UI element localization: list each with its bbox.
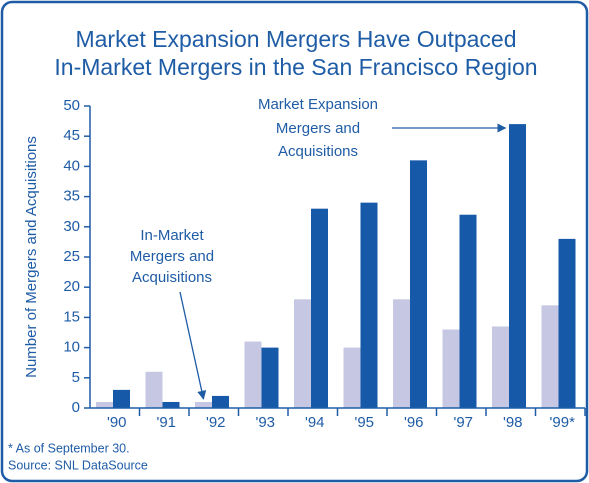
y-tick-label: 45 (63, 127, 80, 144)
bar (509, 124, 526, 409)
bar (261, 347, 279, 408)
y-tick-label: 10 (63, 339, 80, 356)
chart-title: In-Market Mergers in the San Francisco R… (54, 54, 537, 80)
y-tick-label: 15 (63, 308, 80, 325)
bar (459, 214, 477, 408)
bar (212, 395, 229, 408)
bar (195, 401, 212, 408)
y-tick-label: 35 (63, 188, 80, 205)
footnote: Source: SNL DataSource (8, 458, 148, 472)
bar (113, 389, 130, 408)
x-tick-label: '92 (206, 414, 226, 431)
bar (492, 326, 509, 408)
y-axis-label: Number of Mergers and Acquisitions (23, 136, 40, 378)
bar (145, 371, 163, 408)
bar (558, 238, 576, 408)
y-tick-label: 20 (63, 278, 80, 295)
footnote: * As of September 30. (8, 441, 130, 455)
annotation: Mergers and (276, 120, 360, 137)
bar (360, 202, 378, 408)
annotation: Market Expansion (258, 96, 378, 113)
bar (162, 401, 180, 408)
x-tick-label: '94 (305, 414, 325, 431)
bar (442, 329, 460, 408)
y-tick-label: 5 (72, 369, 80, 386)
y-tick-label: 30 (63, 218, 80, 235)
x-tick-label: '91 (156, 414, 176, 431)
x-tick-label: '97 (453, 414, 473, 431)
bar (96, 401, 113, 408)
y-tick-label: 50 (63, 97, 80, 114)
x-tick-label: '95 (354, 414, 374, 431)
arrow (179, 291, 207, 400)
bar (393, 299, 410, 408)
x-tick-label: '90 (107, 414, 127, 431)
bar (244, 341, 262, 408)
annotation: Acquisitions (278, 143, 358, 160)
annotation: In-Market (140, 227, 204, 244)
y-tick-label: 0 (72, 399, 80, 416)
annotation: Mergers and (130, 248, 214, 265)
x-tick-label: '98 (503, 414, 523, 431)
x-tick-label: '96 (404, 414, 424, 431)
annotation: Acquisitions (132, 269, 212, 286)
y-tick-label: 25 (63, 248, 80, 265)
y-tick-label: 40 (63, 157, 80, 174)
bar (294, 299, 311, 408)
x-tick-label: '99* (550, 414, 576, 431)
chart-title: Market Expansion Mergers Have Outpaced (75, 26, 516, 52)
bar (343, 347, 361, 408)
bar (410, 160, 427, 408)
bar (311, 208, 328, 408)
x-tick-label: '93 (255, 414, 275, 431)
bar (541, 305, 559, 408)
